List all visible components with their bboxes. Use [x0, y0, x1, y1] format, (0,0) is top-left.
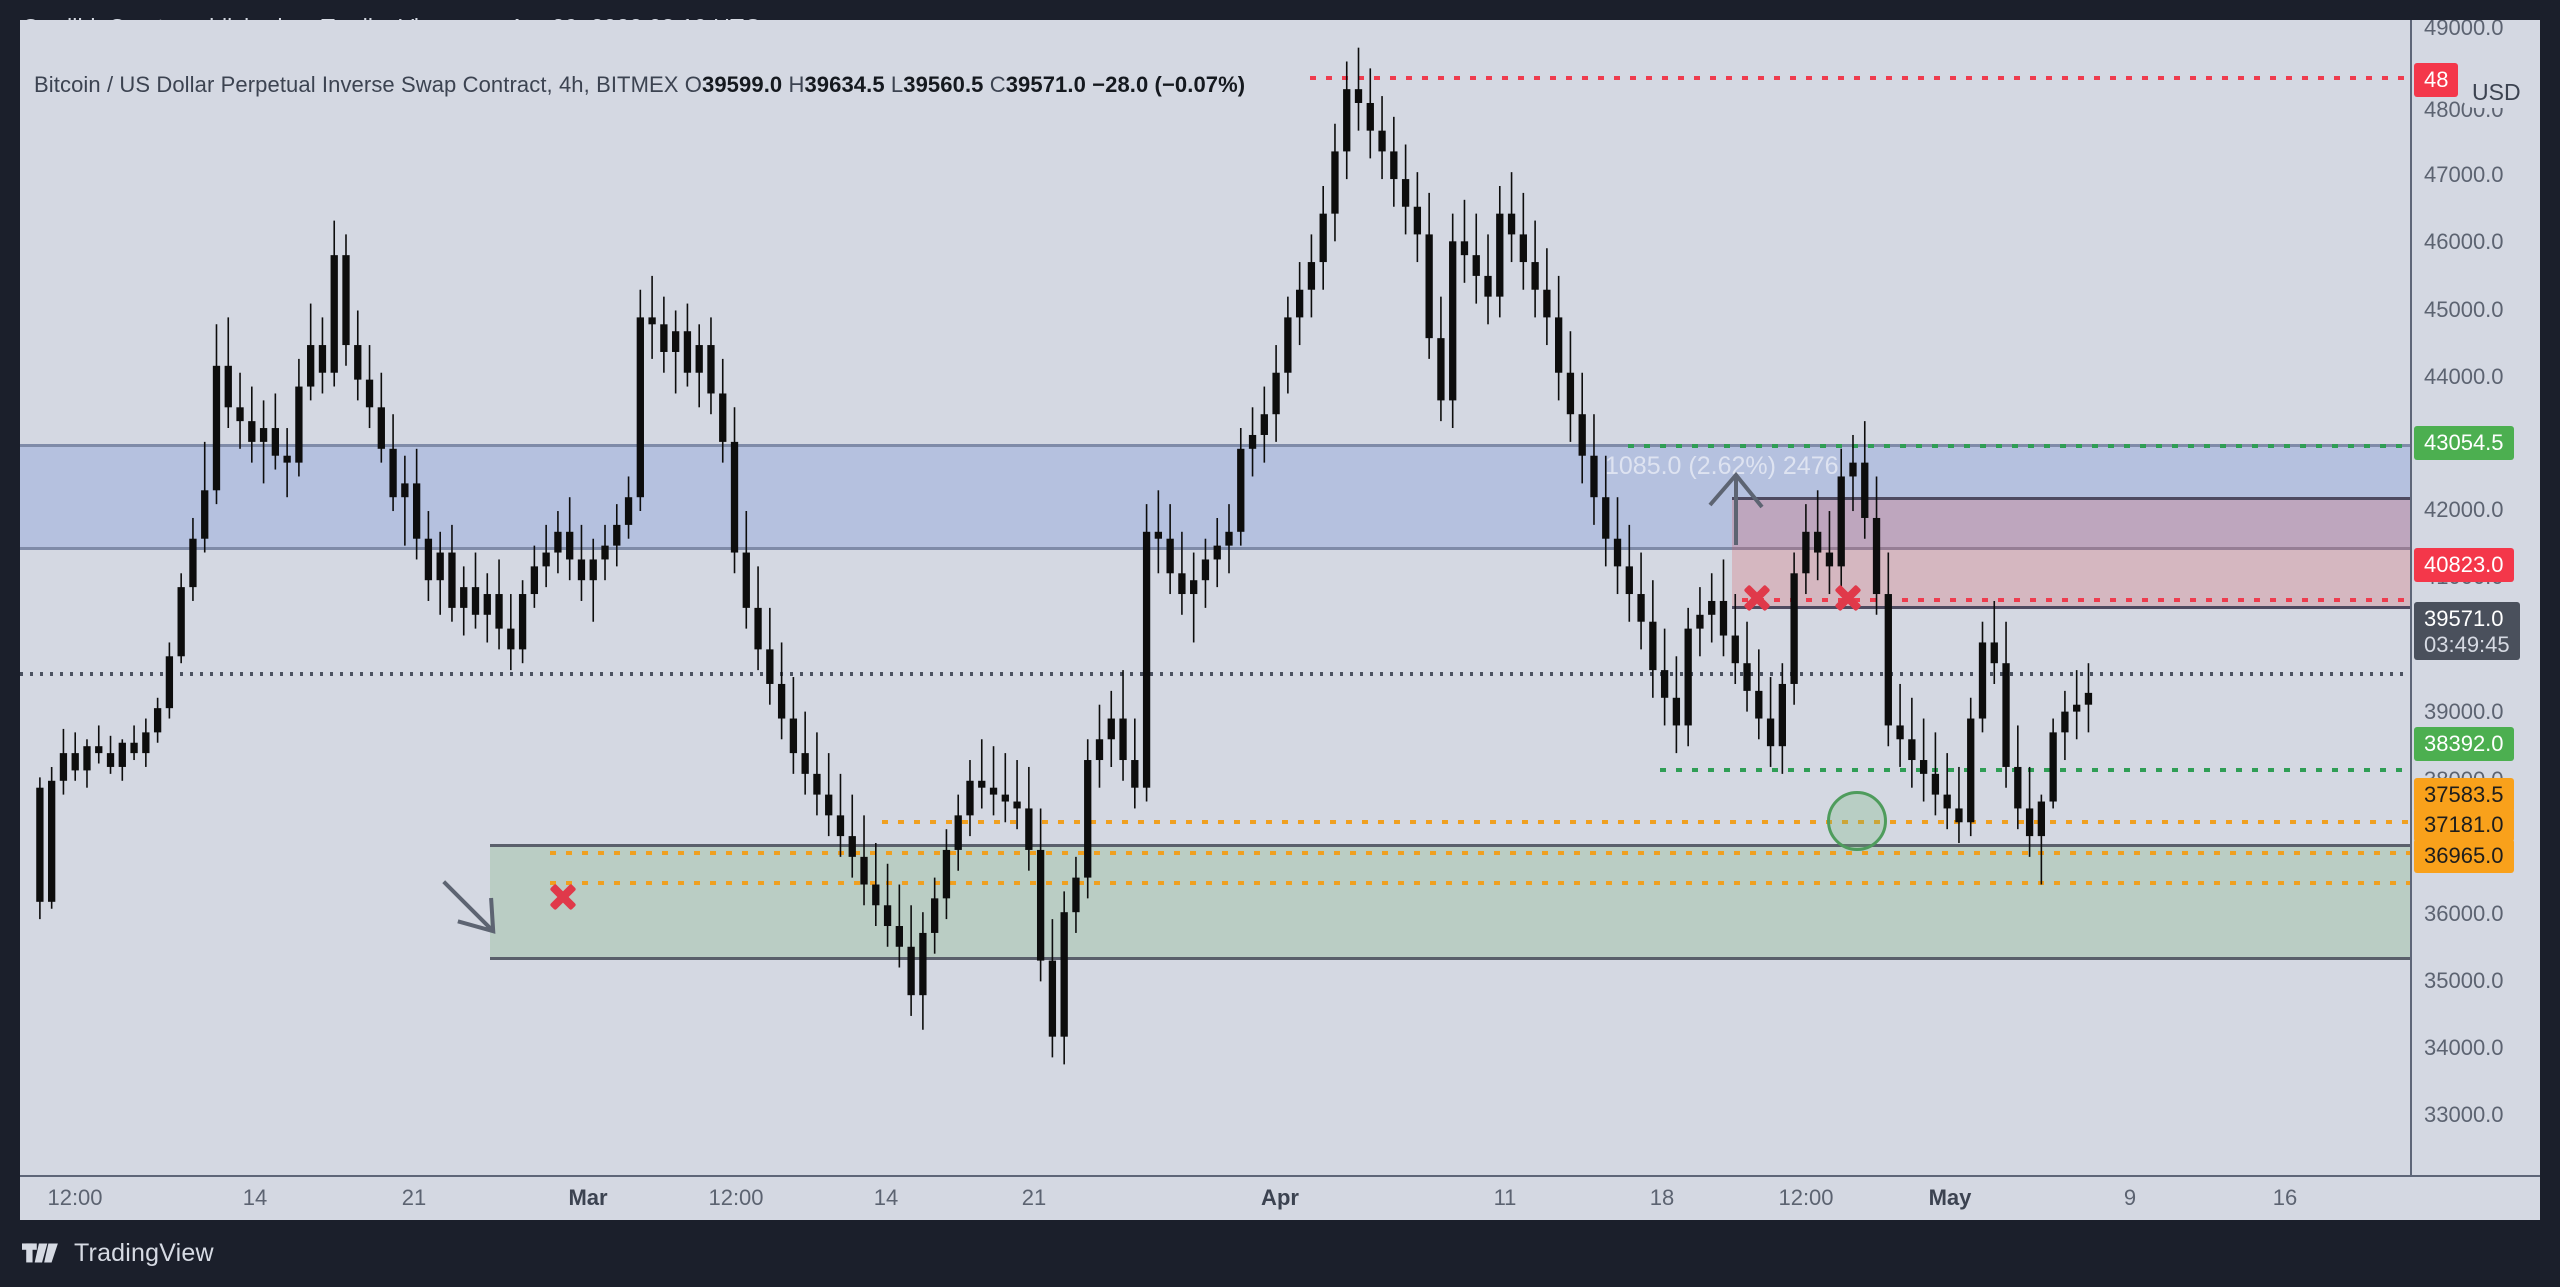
time-tick: 21	[1021, 1185, 1047, 1210]
zone-red-supply[interactable]	[1732, 497, 2410, 609]
time-tick: 16	[2272, 1185, 2298, 1210]
price-tick: 36000.0	[2424, 901, 2504, 926]
price-tick: 44000.0	[2424, 364, 2504, 389]
tradingview-logo-icon	[22, 1242, 58, 1262]
time-tick: 12:00	[708, 1185, 764, 1210]
price-label-36965[interactable]: 36965.0	[2414, 839, 2514, 873]
price-tick: 42000.0	[2424, 497, 2504, 522]
time-tick: May	[1928, 1185, 1972, 1210]
legend-change: −28.0 (−0.07%)	[1092, 72, 1246, 97]
price-tick: 45000.0	[2424, 297, 2504, 322]
price-tick: 34000.0	[2424, 1035, 2504, 1060]
time-tick: 12:00	[1778, 1185, 1834, 1210]
x-marker-mid[interactable]	[1742, 583, 1772, 613]
price-tick: 39000.0	[2424, 699, 2504, 724]
time-scale[interactable]: 12:00 14 21 Mar 12:00 14 21 Apr 11 18 12:00 May 9 16	[20, 1177, 2540, 1220]
price-tick: 35000.0	[2424, 968, 2504, 993]
price-tick: 47000.0	[2424, 162, 2504, 187]
price-label-current[interactable]: 39571.0 03:49:45	[2414, 602, 2520, 660]
chart-frame: 1085.0 (2.62%) 2476 Bitcoin / US Dollar …	[20, 20, 2540, 1220]
price-label-38392[interactable]: 38392.0	[2414, 727, 2514, 761]
plot-right-border	[2410, 20, 2412, 1175]
time-tick: 12:00	[47, 1185, 103, 1210]
legend-h-label: H	[788, 72, 805, 97]
time-tick: 9	[2123, 1185, 2137, 1210]
price-label-37181[interactable]: 37181.0	[2414, 808, 2514, 842]
x-marker-left[interactable]	[548, 882, 578, 912]
price-tick: 46000.0	[2424, 229, 2504, 254]
candlestick-series	[36, 47, 2093, 1065]
chart-legend: Bitcoin / US Dollar Perpetual Inverse Sw…	[34, 72, 1245, 98]
legend-o-value: 39599.0	[702, 72, 783, 97]
price-label-top-red[interactable]: 48	[2414, 63, 2459, 97]
brand-footer: TradingView	[0, 1220, 2560, 1287]
circle-marker-entry[interactable]	[1827, 791, 1887, 851]
time-tick: 11	[1493, 1185, 1517, 1210]
currency-badge[interactable]: USD	[2460, 77, 2533, 108]
legend-symbol: Bitcoin / US Dollar Perpetual Inverse Sw…	[34, 72, 679, 97]
zone-green-demand[interactable]	[490, 844, 2410, 960]
time-tick: Mar	[568, 1185, 608, 1210]
time-tick: 14	[873, 1185, 899, 1210]
time-tick: 21	[401, 1185, 427, 1210]
brand-name: TradingView	[74, 1239, 214, 1267]
legend-o-label: O	[684, 72, 703, 97]
price-tick: 33000.0	[2424, 1102, 2504, 1127]
time-tick: Apr	[1261, 1185, 1299, 1210]
legend-l-label: L	[890, 72, 904, 97]
price-plot-area[interactable]: 1085.0 (2.62%) 2476	[20, 20, 2410, 1175]
current-price-value: 39571.0	[2424, 606, 2504, 631]
legend-c-value: 39571.0	[1005, 72, 1086, 97]
measurement-annotation: 1085.0 (2.62%) 2476	[1605, 452, 1839, 480]
x-marker-right[interactable]	[1833, 583, 1863, 613]
legend-h-value: 39634.5	[804, 72, 885, 97]
legend-c-label: C	[989, 72, 1006, 97]
price-scale[interactable]: USD 49000.0 48000.0 47000.0 46000.0 45000.0 4…	[2412, 20, 2540, 1175]
plot-bottom-border	[20, 1175, 2540, 1177]
price-label-40823[interactable]: 40823.0	[2414, 548, 2514, 582]
price-tick: 49000.0	[2424, 20, 2504, 40]
time-tick: 18	[1649, 1185, 1675, 1210]
time-tick: 14	[242, 1185, 268, 1210]
price-label-43054[interactable]: 43054.5	[2414, 426, 2514, 460]
price-label-37583[interactable]: 37583.5	[2414, 778, 2514, 812]
legend-l-value: 39560.5	[903, 72, 984, 97]
bar-countdown: 03:49:45	[2424, 631, 2510, 657]
